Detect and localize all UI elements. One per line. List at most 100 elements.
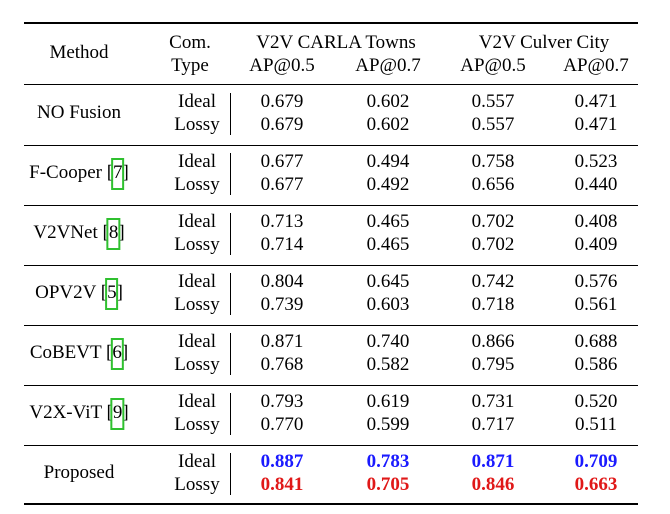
column-separator	[230, 213, 231, 255]
citation-highlight-box	[106, 218, 121, 250]
value-lossy: 0.409	[574, 234, 618, 255]
value-lossy: 0.586	[574, 354, 618, 375]
value-ideal: 0.871	[471, 451, 515, 472]
header-ap07-carla: AP@0.7	[355, 55, 421, 76]
value-lossy: 0.705	[366, 474, 410, 495]
value-ideal: 0.465	[366, 211, 410, 232]
value-ideal: 0.523	[574, 151, 618, 172]
value-ideal: 0.887	[260, 451, 304, 472]
citation-number[interactable]: 9	[110, 398, 125, 430]
column-separator	[230, 153, 231, 195]
value-lossy: 0.582	[366, 354, 410, 375]
row-separator	[24, 445, 638, 446]
value-lossy: 0.841	[260, 474, 304, 495]
header-type: Type	[171, 55, 209, 76]
citation-number[interactable]: 5	[105, 278, 119, 310]
value-ideal: 0.408	[574, 211, 618, 232]
header-group-culver: V2V Culver City	[478, 32, 610, 53]
column-separator	[230, 93, 231, 135]
method-name: CoBEVT [6]	[29, 338, 128, 370]
value-lossy: 0.511	[574, 414, 618, 435]
value-ideal: 0.709	[574, 451, 618, 472]
value-ideal: 0.602	[366, 91, 410, 112]
com-type-lossy: Lossy	[174, 234, 220, 255]
value-ideal: 0.688	[574, 331, 618, 352]
header-method: Method	[49, 42, 109, 63]
header-ap05-carla: AP@0.5	[249, 55, 315, 76]
row-separator	[24, 205, 638, 206]
value-lossy: 0.656	[471, 174, 515, 195]
value-ideal: 0.679	[260, 91, 304, 112]
row-separator	[24, 145, 638, 146]
citation-link[interactable]: [6]	[101, 338, 128, 370]
row-separator	[24, 325, 638, 326]
method-label: F-Cooper	[29, 162, 102, 183]
value-ideal: 0.557	[471, 91, 515, 112]
value-ideal: 0.866	[471, 331, 515, 352]
value-ideal: 0.702	[471, 211, 515, 232]
citation-highlight-box	[111, 158, 125, 190]
value-lossy: 0.739	[260, 294, 304, 315]
value-ideal: 0.677	[260, 151, 304, 172]
value-ideal: 0.576	[574, 271, 618, 292]
value-ideal: 0.494	[366, 151, 410, 172]
citation-highlight-box	[105, 278, 119, 310]
com-type-lossy: Lossy	[174, 414, 220, 435]
value-ideal: 0.758	[471, 151, 515, 172]
value-lossy: 0.603	[366, 294, 410, 315]
method-label: V2X-ViT	[29, 402, 102, 423]
method-name: NO Fusion	[37, 102, 121, 124]
header-ap07-culver: AP@0.7	[563, 55, 629, 76]
value-lossy: 0.599	[366, 414, 410, 435]
value-lossy: 0.465	[366, 234, 410, 255]
method-name: V2X-ViT [9]	[29, 398, 129, 430]
value-lossy: 0.702	[471, 234, 515, 255]
com-type-ideal: Ideal	[178, 271, 216, 292]
value-ideal: 0.619	[366, 391, 410, 412]
citation-highlight-box	[110, 398, 125, 430]
value-ideal: 0.713	[260, 211, 304, 232]
com-type-lossy: Lossy	[174, 294, 220, 315]
citation-number[interactable]: 7	[111, 158, 125, 190]
value-lossy: 0.718	[471, 294, 515, 315]
citation-number[interactable]: 8	[106, 218, 121, 250]
header-group-carla: V2V CARLA Towns	[256, 32, 416, 53]
value-lossy: 0.714	[260, 234, 304, 255]
value-lossy: 0.557	[471, 114, 515, 135]
method-name: Proposed	[44, 462, 115, 484]
value-ideal: 0.783	[366, 451, 410, 472]
header-ap05-culver: AP@0.5	[460, 55, 526, 76]
citation-link[interactable]: [9]	[102, 398, 129, 430]
header-com: Com.	[169, 32, 211, 53]
column-separator	[230, 393, 231, 435]
com-type-ideal: Ideal	[178, 331, 216, 352]
value-lossy: 0.679	[260, 114, 304, 135]
method-label: CoBEVT	[29, 342, 102, 363]
com-type-ideal: Ideal	[178, 451, 216, 472]
com-type-ideal: Ideal	[178, 211, 216, 232]
value-ideal: 0.871	[260, 331, 304, 352]
com-type-ideal: Ideal	[178, 151, 216, 172]
method-label: Proposed	[43, 462, 115, 483]
com-type-lossy: Lossy	[174, 474, 220, 495]
citation-number[interactable]: 6	[110, 338, 124, 370]
com-type-ideal: Ideal	[178, 391, 216, 412]
value-lossy: 0.440	[574, 174, 618, 195]
value-lossy: 0.602	[366, 114, 410, 135]
value-ideal: 0.804	[260, 271, 304, 292]
com-type-lossy: Lossy	[174, 174, 220, 195]
value-lossy: 0.770	[260, 414, 304, 435]
column-separator	[230, 333, 231, 375]
header-rule	[24, 84, 638, 85]
citation-link[interactable]: [8]	[98, 218, 125, 250]
value-lossy: 0.677	[260, 174, 304, 195]
citation-link[interactable]: [7]	[102, 158, 129, 190]
citation-link[interactable]: [5]	[96, 278, 123, 310]
value-ideal: 0.793	[260, 391, 304, 412]
column-separator	[230, 273, 231, 315]
row-separator	[24, 265, 638, 266]
value-ideal: 0.471	[574, 91, 618, 112]
value-lossy: 0.561	[574, 294, 618, 315]
method-label: OPV2V	[35, 282, 96, 303]
com-type-lossy: Lossy	[174, 354, 220, 375]
